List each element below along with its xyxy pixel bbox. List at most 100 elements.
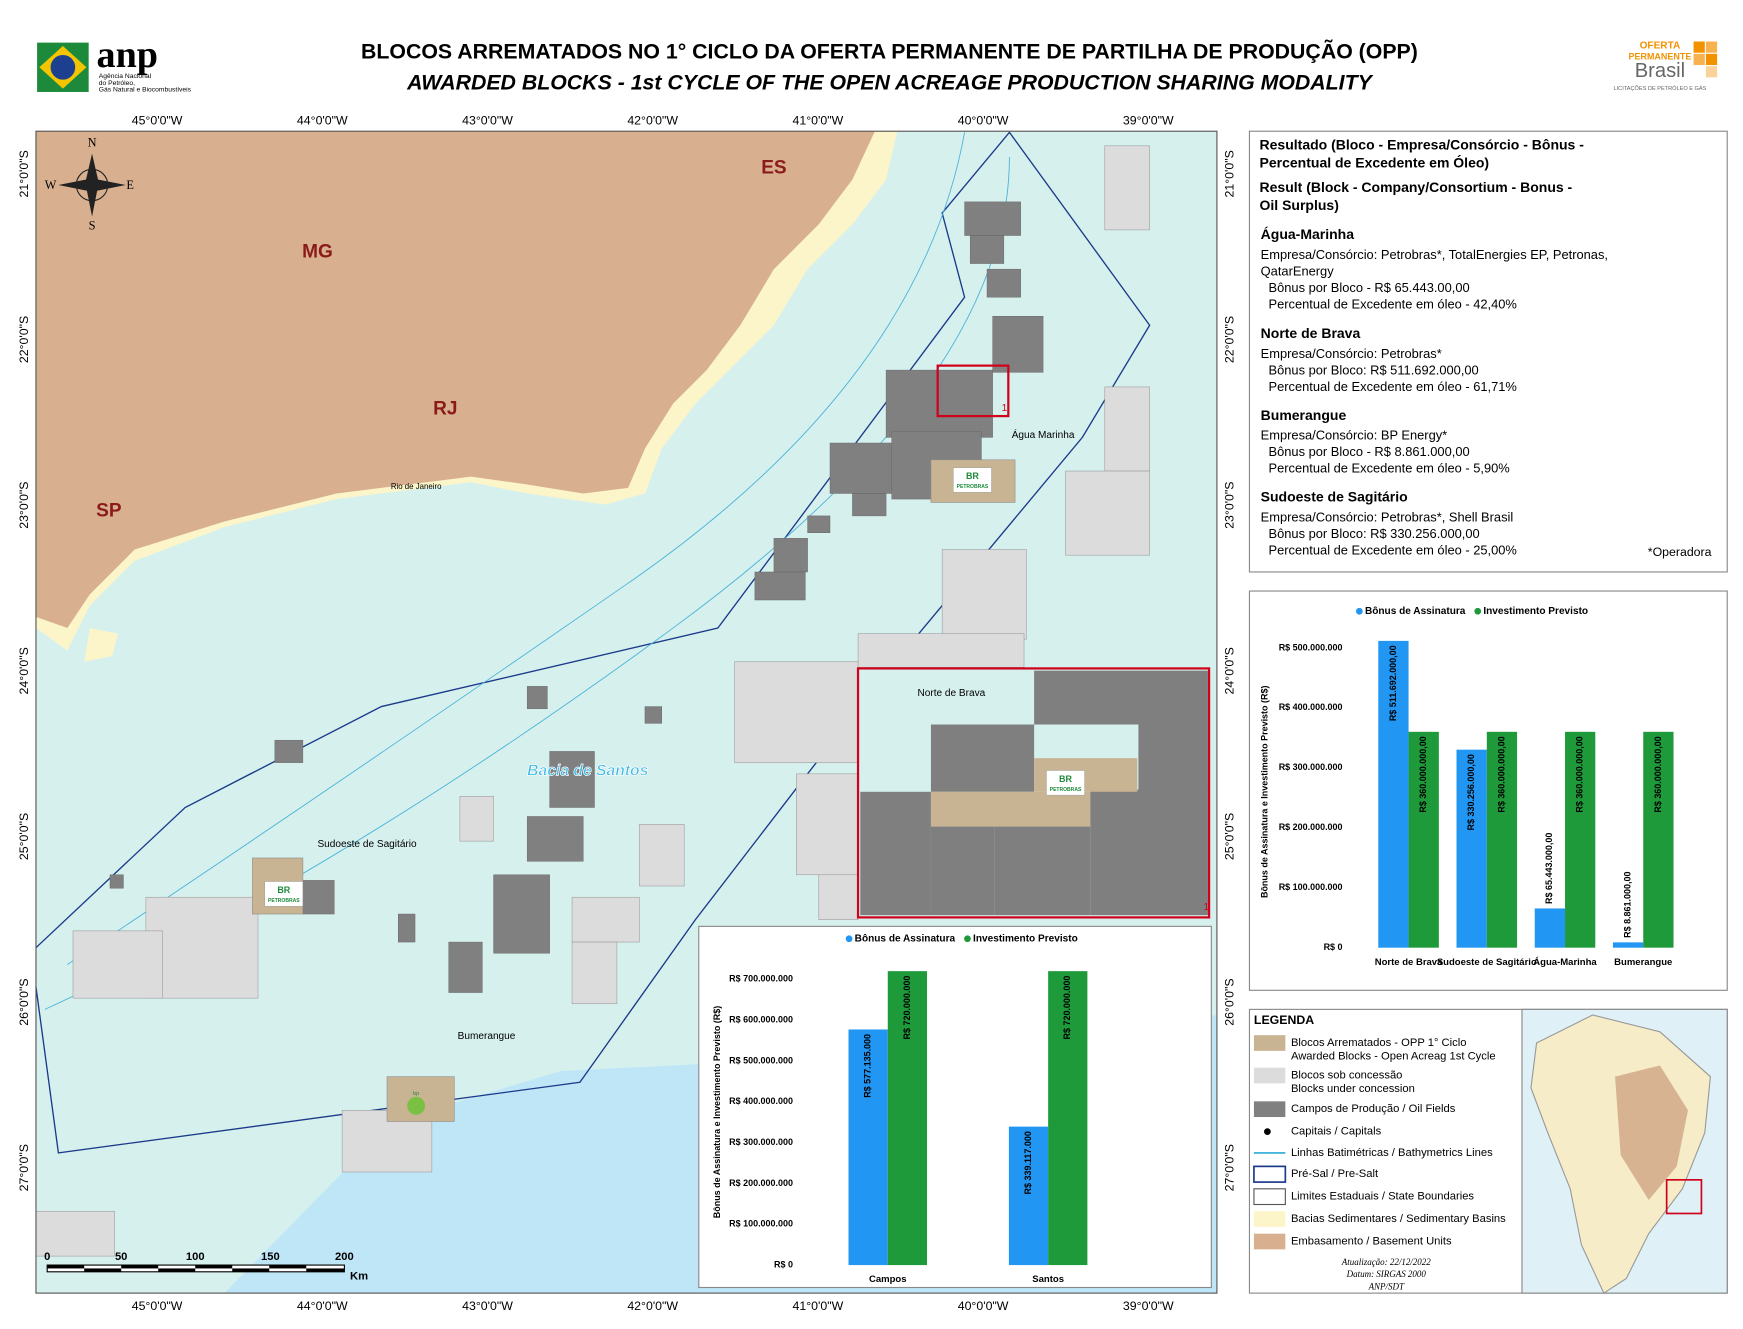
x-tick-label: Sudoeste de Sagitário: [1437, 957, 1537, 968]
legend-swatch: [1253, 1211, 1286, 1227]
y-tick-label: R$ 200.000.000: [729, 1178, 793, 1188]
scale-label: 200: [335, 1251, 354, 1263]
lon-label: 45°0'0"W: [132, 1299, 183, 1313]
footer-note: ANP/SDT: [1368, 1282, 1405, 1292]
subtitle: AWARDED BLOCKS - 1st CYCLE OF THE OPEN A…: [406, 71, 1374, 95]
value-label: R$ 360.000.000,00: [1575, 736, 1585, 812]
legend-label: Blocos sob concessão: [1291, 1070, 1402, 1082]
legend-swatch: [1253, 1101, 1286, 1118]
logo-subtext: Agência Nacional: [99, 73, 152, 80]
results-heading: Percentual de Excedente em Óleo): [1260, 153, 1490, 170]
block-detail: Bônus por Bloco: R$ 330.256.000,00: [1269, 526, 1480, 541]
lat-label: 27°0'0"S: [1223, 1144, 1237, 1191]
logo-subtext: do Petróleo,: [99, 80, 135, 87]
x-tick-label: Santos: [1032, 1274, 1064, 1285]
logo-subtext: LICITAÇÕES DE PETRÓLEO E GÁS: [1614, 85, 1707, 92]
logo-text: bp: [413, 1091, 419, 1097]
lat-label: 23°0'0"S: [17, 481, 31, 528]
block-detail: Empresa/Consórcio: Petrobras*: [1261, 346, 1442, 361]
compass-label: S: [89, 218, 96, 232]
value-label: R$ 360.000.000,00: [1653, 736, 1663, 812]
bar: [1643, 731, 1674, 948]
scale-label: 100: [186, 1251, 205, 1263]
scale-bar: [46, 1264, 345, 1273]
legend-label: Limites Estaduais / State Boundaries: [1291, 1191, 1474, 1203]
scale-label: 0: [44, 1251, 50, 1263]
bar: [1612, 942, 1644, 948]
basin-label: Bacia de Santos: [527, 763, 648, 780]
lon-label: 43°0'0"W: [462, 113, 513, 127]
legend-title: LEGENDA: [1254, 1013, 1314, 1027]
legend-swatch: [1253, 1067, 1286, 1084]
legend-label: Investimento Previsto: [1483, 606, 1588, 617]
logo-text: PETROBRAS: [1050, 787, 1082, 793]
lon-label: 44°0'0"W: [297, 113, 348, 127]
state-label: RJ: [433, 398, 457, 419]
value-label: R$ 720.000.000: [902, 976, 912, 1040]
x-tick-label: Bumerangue: [1614, 957, 1672, 968]
x-tick-label: Água-Marinha: [1533, 957, 1597, 968]
results-heading: Result (Block - Company/Consortium - Bon…: [1260, 179, 1573, 195]
bar: [848, 1029, 888, 1266]
bar: [1534, 908, 1566, 948]
y-tick-label: R$ 0: [774, 1259, 793, 1269]
compass-label: W: [45, 178, 57, 192]
compass-label: N: [88, 135, 97, 149]
title: BLOCOS ARREMATADOS NO 1° CICLO DA OFERTA…: [361, 38, 1418, 63]
lon-label: 41°0'0"W: [793, 1299, 844, 1313]
value-label: R$ 339.117.000: [1023, 1131, 1033, 1194]
block-detail: Percentual de Excedente em óleo - 61,71%: [1269, 379, 1517, 394]
bar: [1456, 749, 1487, 948]
y-tick-label: R$ 400.000.000: [1279, 702, 1343, 712]
results-panel: [1248, 130, 1728, 573]
lat-label: 22°0'0"S: [17, 316, 31, 363]
block-label: Norte de Brava: [917, 688, 985, 699]
block-detail: Bônus por Bloco - R$ 8.861.000,00: [1269, 444, 1470, 459]
logo-text: BR: [1059, 774, 1072, 784]
legend-swatch: [1253, 1233, 1286, 1250]
chart-panel: [698, 925, 1212, 1289]
inset-number: 1: [1203, 902, 1209, 913]
legend-swatch: [1264, 1128, 1271, 1135]
logo-subtext: Brasil: [1635, 60, 1685, 82]
block-detail: Percentual de Excedente em óleo - 5,90%: [1269, 461, 1510, 476]
bar: [1008, 1126, 1049, 1266]
legend-swatch: [1253, 1165, 1287, 1183]
lat-label: 24°0'0"S: [1223, 647, 1237, 694]
y-tick-label: R$ 300.000.000: [729, 1137, 793, 1147]
bar: [887, 971, 928, 1266]
block-label: Bumerangue: [458, 1031, 516, 1042]
value-label: R$ 330.256.000,00: [1466, 754, 1476, 830]
legend-label: Investimento Previsto: [973, 933, 1078, 944]
operator-logo: [407, 1096, 426, 1115]
logo-subtext: OFERTA: [1640, 41, 1681, 52]
block-detail: Empresa/Consórcio: Petrobras*, TotalEner…: [1261, 247, 1608, 262]
logo-text: PETROBRAS: [268, 898, 300, 904]
legend-marker: [1355, 607, 1363, 615]
operator-logo: [953, 467, 992, 493]
block-detail: Percentual de Excedente em óleo - 25,00%: [1269, 543, 1517, 558]
block-detail: Bônus por Bloco - R$ 65.443.00,00: [1269, 280, 1470, 295]
lat-label: 23°0'0"S: [1223, 481, 1237, 528]
state-label: ES: [761, 157, 786, 178]
block-detail: Percentual de Excedente em óleo - 42,40%: [1269, 297, 1517, 312]
lat-label: 27°0'0"S: [17, 1144, 31, 1191]
block-name: Água-Marinha: [1261, 226, 1355, 242]
lon-label: 42°0'0"W: [627, 1299, 678, 1313]
operator-logo: [1046, 770, 1085, 796]
lon-label: 39°0'0"W: [1123, 1299, 1174, 1313]
legend-label: Bônus de Assinatura: [1365, 606, 1466, 617]
lon-label: 42°0'0"W: [627, 113, 678, 127]
y-tick-label: R$ 600.000.000: [729, 1015, 793, 1025]
lat-label: 21°0'0"S: [17, 150, 31, 197]
lon-label: 40°0'0"W: [958, 113, 1009, 127]
value-label: R$ 360.000.000,00: [1496, 736, 1506, 812]
y-tick-label: R$ 700.000.000: [729, 974, 793, 984]
block-detail: Empresa/Consórcio: Petrobras*, Shell Bra…: [1261, 510, 1514, 525]
y-tick-label: R$ 500.000.000: [1279, 642, 1343, 652]
op-emblem: [1693, 41, 1718, 78]
value-label: R$ 720.000.000: [1062, 976, 1072, 1040]
x-tick-label: Campos: [869, 1274, 907, 1285]
value-label: R$ 577.135.000: [863, 1034, 873, 1098]
